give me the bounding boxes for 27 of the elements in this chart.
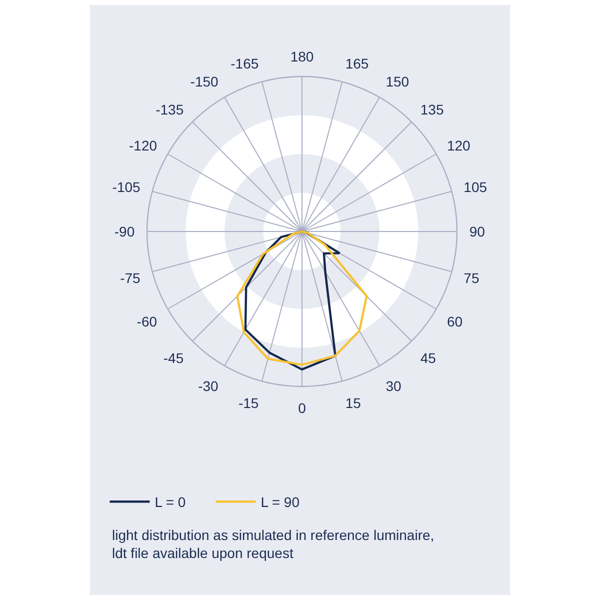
- spoke-label: -105: [112, 179, 141, 196]
- spoke-label: -45: [163, 350, 184, 366]
- spoke-label: -150: [190, 74, 219, 90]
- spoke-label: 0: [298, 400, 306, 416]
- spoke-label: 75: [464, 270, 480, 286]
- spoke-label: -120: [128, 138, 158, 154]
- spoke-label: 120: [446, 138, 471, 154]
- spoke-label: -135: [156, 102, 184, 118]
- spoke-label: -165: [230, 55, 259, 72]
- spoke-label: -30: [198, 378, 219, 394]
- spoke-label: 150: [386, 74, 410, 90]
- spoke-label: -90: [114, 223, 135, 240]
- spoke-label: 90: [469, 223, 486, 240]
- spoke-label: -75: [120, 270, 141, 286]
- spoke-label: 15: [345, 394, 362, 411]
- spoke-label: -15: [238, 394, 259, 411]
- legend-label: L = 0: [154, 494, 186, 510]
- spoke-label: -60: [136, 313, 158, 330]
- spoke-label: 180: [290, 48, 314, 64]
- spoke-label: 105: [464, 179, 488, 196]
- spoke-label: 30: [386, 378, 402, 394]
- spoke-label: 60: [446, 313, 463, 330]
- text: light distribution as simulated in reference luminaire, ldt file available upon request: [112, 527, 434, 562]
- legend-label: L = 90: [260, 494, 300, 510]
- spoke-label: 45: [420, 350, 436, 366]
- spoke-label: 165: [345, 55, 369, 72]
- spoke-label: 135: [420, 102, 444, 118]
